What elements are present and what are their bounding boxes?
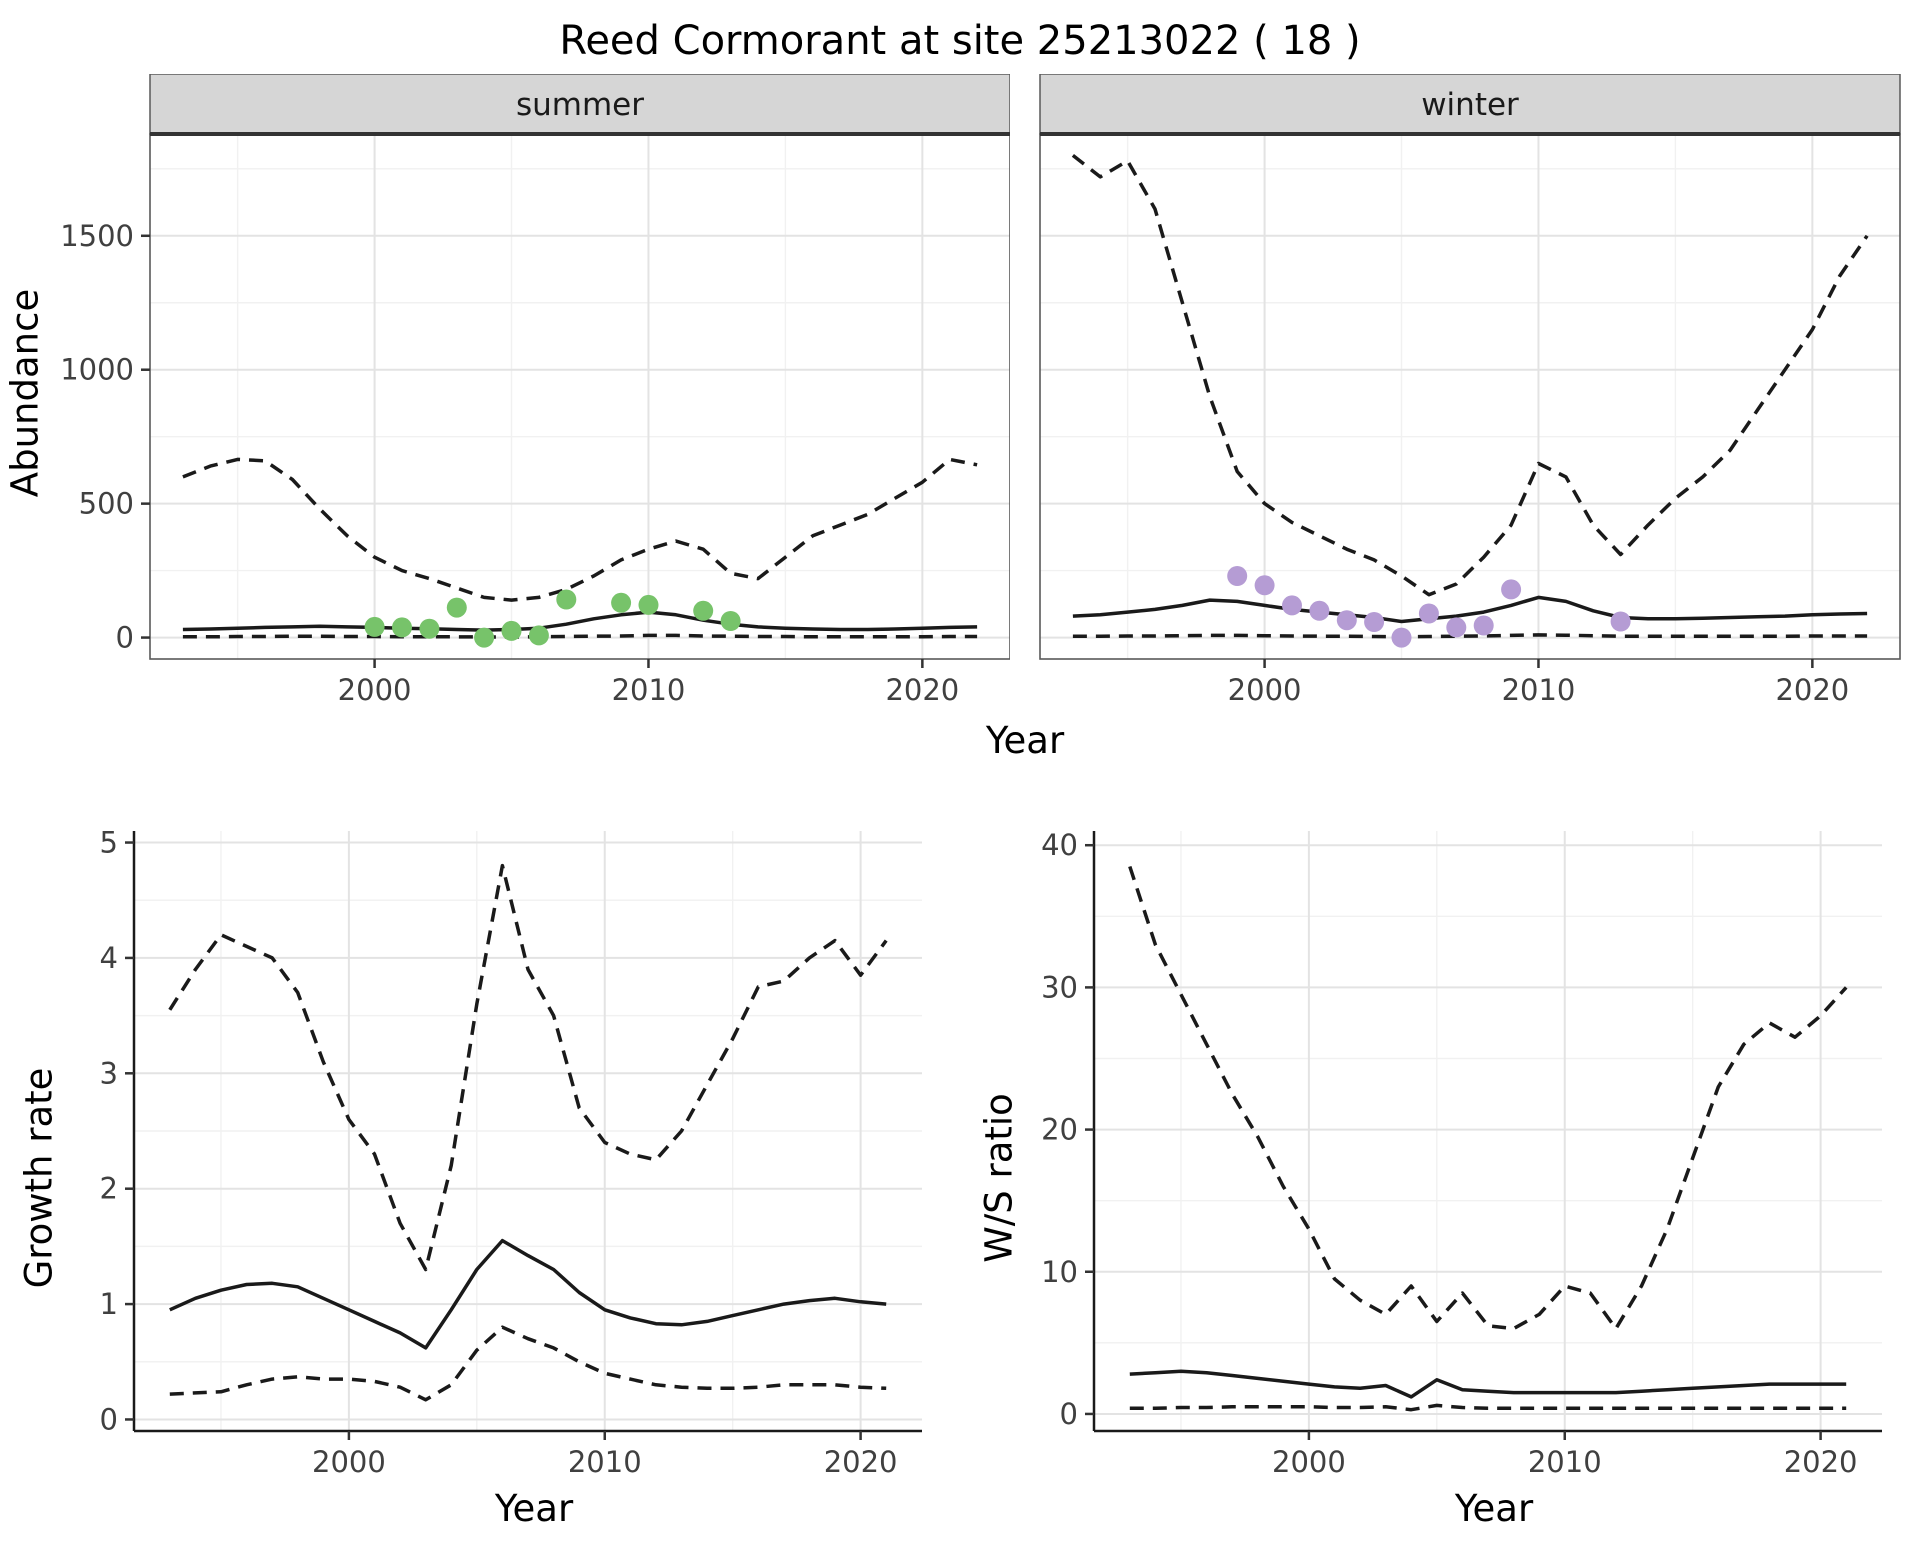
- abundance-summer-observed-counts-point: [392, 617, 412, 638]
- abundance-winter-observed-counts-point: [1309, 600, 1330, 621]
- abundance-winter-upper-ci-line: [1071, 154, 1869, 597]
- abundance-winter-observed-counts-point: [1364, 612, 1385, 632]
- abundance-summer-observed-counts-point: [419, 618, 440, 639]
- growth-rate-panel: Growth rate 2000 2010 2020 0 1 2 3 4 5 Year: [14, 817, 934, 1539]
- panel-background: [1040, 134, 1900, 659]
- abundance-summer-observed-counts-point: [556, 589, 577, 610]
- abundance-winter-observed-counts-point: [1446, 617, 1467, 638]
- abundance-winter-observed-counts-point: [1254, 575, 1275, 596]
- y-tick-label: 20: [1041, 1113, 1078, 1147]
- growth-rate-y-axis-title: Growth rate: [14, 817, 64, 1539]
- y-tick-label: 4: [100, 941, 118, 975]
- growth-rate-y-axis-title-text: Growth rate: [17, 1067, 61, 1289]
- y-tick-label: 0: [100, 1402, 118, 1436]
- abundance-y-axis-title-text: Abundance: [3, 288, 47, 497]
- panel-gap: [934, 817, 974, 1539]
- facet-strip: [149, 74, 1010, 135]
- growth-rate-lower-ci-line: [169, 1325, 887, 1402]
- x-tick-label: 2010: [1528, 1445, 1602, 1479]
- abundance-summer-observed-counts-point: [474, 627, 495, 648]
- y-tick-label: 10: [1041, 1255, 1078, 1289]
- y-tick-label: 500: [79, 487, 134, 521]
- y-tick-label: 3: [100, 1056, 118, 1090]
- abundance-y-axis-title: Abundance: [0, 74, 50, 711]
- abundance-winter-observed-counts-point: [1473, 615, 1494, 636]
- abundance-row: Abundance summer 2000 2010 2020 0 500 1000 1500…: [0, 74, 1920, 711]
- y-tick-label: 0: [1060, 1397, 1078, 1431]
- figure: Reed Cormorant at site 25213022 ( 18 ) A…: [0, 14, 1920, 1539]
- y-tick-label: 40: [1041, 828, 1078, 862]
- x-tick-label: 2010: [1502, 673, 1576, 707]
- abundance-summer-lower-ci-line: [182, 633, 978, 639]
- growth-rate-plot: 2000 2010 2020 0 1 2 3 4 5: [100, 826, 922, 1479]
- y-tick-label: 1500: [60, 219, 134, 253]
- ws-ratio-lower-ci-line: [1129, 1403, 1847, 1412]
- facet-strip: [1039, 74, 1901, 135]
- abundance-winter-lower-ci-line: [1072, 633, 1868, 639]
- x-tick-label: 2000: [1272, 1445, 1346, 1479]
- y-tick-label: 1000: [60, 353, 134, 387]
- x-tick-label: 2000: [1228, 673, 1302, 707]
- y-tick-label: 1: [100, 1287, 118, 1321]
- ws-ratio-upper-ci-line: [1128, 865, 1848, 1331]
- facet-label-winter: winter: [1421, 87, 1519, 123]
- growth-rate-median-line: [169, 1238, 887, 1350]
- facet-gap: [1010, 74, 1030, 711]
- abundance-summer-observed-counts-point: [638, 594, 659, 615]
- abundance-winter-observed-counts-point: [1336, 610, 1357, 631]
- abundance-summer-observed-counts-point: [501, 620, 522, 641]
- abundance-summer-observed-counts-point: [446, 597, 467, 618]
- growth-rate-chart: 2000 2010 2020 0 1 2 3 4 5: [64, 817, 934, 1483]
- x-tick-label: 2020: [885, 673, 959, 707]
- abundance-summer-chart: summer 2000 2010 2020 0 500 1000 1500: [50, 74, 1010, 711]
- rates-row: Growth rate 2000 2010 2020 0 1 2 3 4 5 Year W/S …: [0, 817, 1920, 1539]
- abundance-summer-observed-counts-point: [611, 592, 632, 613]
- growth-rate-x-axis-title: Year: [494, 1487, 574, 1530]
- figure-title: Reed Cormorant at site 25213022 ( 18 ): [559, 18, 1361, 64]
- y-tick-label: 30: [1041, 970, 1078, 1004]
- abundance-winter-observed-counts-point: [1227, 566, 1248, 586]
- ws-ratio-x-axis-title: Year: [1454, 1487, 1534, 1530]
- x-tick-label: 2010: [612, 673, 686, 707]
- growth-rate-upper-ci-line: [168, 863, 888, 1272]
- x-tick-label: 2020: [1775, 673, 1849, 707]
- x-tick-label: 2000: [338, 673, 412, 707]
- ws-ratio-panel: W/S ratio 2000 2010 2020 0 10 20 30 40 Year: [974, 817, 1894, 1539]
- ws-ratio-y-axis-title-text: W/S ratio: [977, 1093, 1021, 1263]
- x-tick-label: 2010: [568, 1445, 642, 1479]
- panel-background: [150, 134, 1010, 659]
- y-tick-label: 0: [116, 621, 134, 655]
- abundance-winter-observed-counts-point: [1282, 595, 1302, 616]
- abundance-summer-plot: summer 2000 2010 2020 0 500 1000 1500: [60, 74, 1010, 707]
- growth-rate-chart-column: 2000 2010 2020 0 1 2 3 4 5 Year: [64, 817, 934, 1539]
- abundance-winter-observed-counts-point: [1418, 603, 1439, 624]
- abundance-summer-observed-counts-point: [528, 625, 549, 646]
- abundance-summer-upper-ci-line: [182, 457, 978, 602]
- abundance-summer-observed-counts-point: [693, 600, 714, 621]
- abundance-winter-observed-counts-point: [1501, 579, 1522, 600]
- ws-ratio-chart-column: 2000 2010 2020 0 10 20 30 40 Year: [1024, 817, 1894, 1539]
- abundance-winter-plot: winter 2000 2010 2020: [1039, 74, 1901, 707]
- abundance-x-axis-title: Year: [985, 719, 1065, 762]
- y-tick-label: 5: [100, 826, 118, 860]
- abundance-winter-median-line: [1072, 595, 1868, 624]
- abundance-summer-observed-counts-point: [720, 611, 741, 631]
- x-tick-label: 2020: [1784, 1445, 1858, 1479]
- x-tick-label: 2020: [824, 1445, 898, 1479]
- facet-label-summer: summer: [516, 87, 644, 123]
- ws-ratio-chart: 2000 2010 2020 0 10 20 30 40: [1024, 817, 1894, 1483]
- abundance-summer-median-line: [182, 610, 978, 632]
- ws-ratio-plot: 2000 2010 2020 0 10 20 30 40: [1041, 828, 1882, 1479]
- ws-ratio-y-axis-title: W/S ratio: [974, 817, 1024, 1539]
- abundance-summer-observed-counts-point: [364, 616, 385, 637]
- panel-background: [1094, 831, 1882, 1431]
- y-tick-label: 2: [100, 1172, 118, 1206]
- ws-ratio-median-line: [1129, 1369, 1847, 1399]
- abundance-winter-observed-counts-point: [1610, 611, 1631, 632]
- x-tick-label: 2000: [312, 1445, 386, 1479]
- abundance-winter-observed-counts-point: [1391, 627, 1412, 648]
- abundance-winter-chart: winter 2000 2010 2020: [1030, 74, 1910, 711]
